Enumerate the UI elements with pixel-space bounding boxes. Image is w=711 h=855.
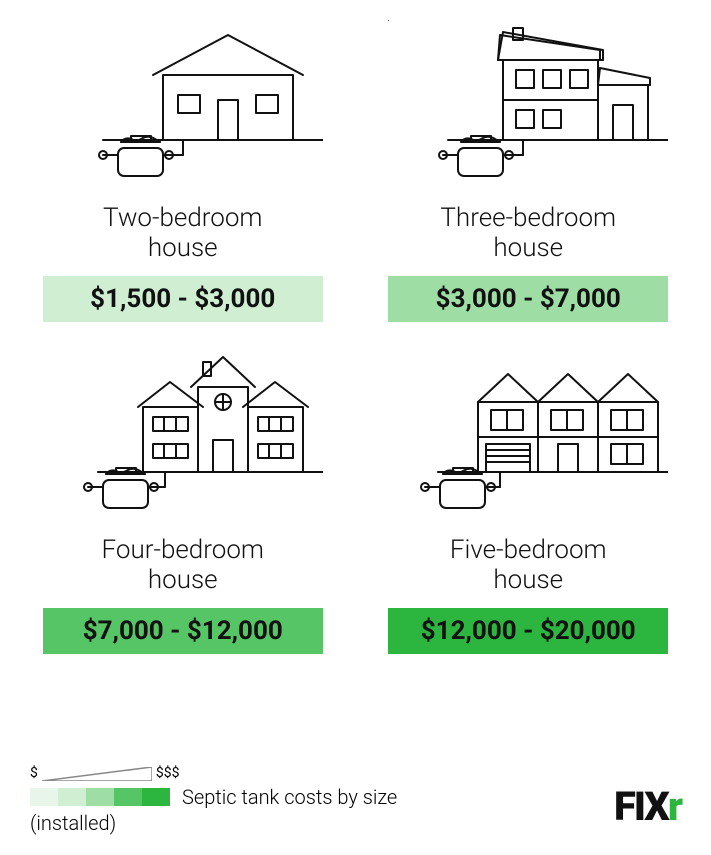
house-illustration-two-bedroom (43, 20, 323, 190)
cell-four-bedroom: Four-bedroom house $7,000 - $12,000 (30, 352, 336, 654)
house-illustration-five-bedroom (388, 352, 668, 522)
wedge-icon (42, 767, 152, 781)
legend-text: Septic tank costs by size (182, 785, 397, 809)
label-line2: house (493, 565, 563, 595)
label-line2: house (493, 233, 563, 263)
house-illustration-four-bedroom (43, 352, 323, 522)
price-badge: $3,000 - $7,000 (388, 276, 668, 322)
cell-three-bedroom: Three-bedroom house $3,000 - $7,000 (376, 20, 682, 322)
price-badge: $7,000 - $12,000 (43, 608, 323, 654)
legend-sub: (installed) (30, 811, 397, 835)
legend-high: $$$ (156, 765, 180, 781)
label: Five-bedroom house (450, 536, 607, 596)
cell-two-bedroom: Two-bedroom house $1,500 - $3,000 (30, 20, 336, 322)
cell-five-bedroom: Five-bedroom house $12,000 - $20,000 (376, 352, 682, 654)
fixr-logo: FIXr (614, 783, 681, 830)
label: Two-bedroom house (103, 204, 262, 264)
label: Four-bedroom house (102, 536, 264, 596)
label-line2: house (148, 565, 218, 595)
legend: $ $$$ Septic tank costs by size (install… (30, 765, 397, 835)
legend-scale-row: $ $$$ (30, 765, 397, 781)
infographic-grid: Two-bedroom house $1,500 - $3,000 (30, 20, 681, 654)
legend-low: $ (30, 765, 38, 781)
label-line1: Three-bedroom (440, 203, 616, 233)
logo-accent: r (668, 783, 681, 830)
label: Three-bedroom house (440, 204, 616, 264)
logo-text: FIX (614, 783, 668, 830)
label-line1: Five-bedroom (450, 535, 607, 565)
price-badge: $12,000 - $20,000 (388, 608, 668, 654)
label-line2: house (148, 233, 218, 263)
swatch (86, 788, 114, 806)
label-line1: Four-bedroom (102, 535, 264, 565)
swatch (114, 788, 142, 806)
swatch (142, 788, 170, 806)
house-illustration-three-bedroom (388, 20, 668, 190)
legend-swatches (30, 788, 170, 806)
label-line1: Two-bedroom (103, 203, 262, 233)
swatch (30, 788, 58, 806)
legend-swatch-row: Septic tank costs by size (30, 785, 397, 809)
swatch (58, 788, 86, 806)
price-badge: $1,500 - $3,000 (43, 276, 323, 322)
